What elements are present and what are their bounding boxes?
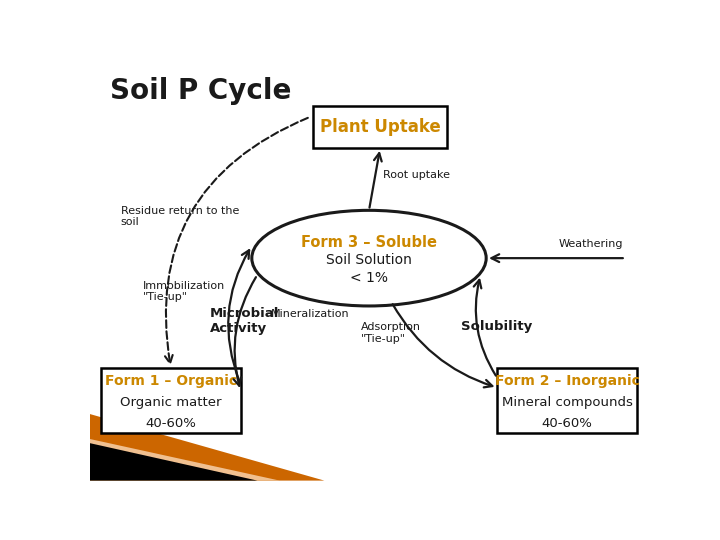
Text: Adsorption
"Tie-up": Adsorption "Tie-up" bbox=[361, 322, 420, 344]
Ellipse shape bbox=[252, 210, 486, 306]
Text: Soil Solution: Soil Solution bbox=[326, 253, 412, 267]
FancyBboxPatch shape bbox=[313, 106, 447, 148]
Text: Weathering: Weathering bbox=[559, 239, 624, 248]
Text: 40-60%: 40-60% bbox=[541, 417, 593, 430]
Text: Immobilization
"Tie-up": Immobilization "Tie-up" bbox=[143, 281, 225, 302]
Text: Mineral compounds: Mineral compounds bbox=[502, 396, 633, 409]
Text: Root uptake: Root uptake bbox=[383, 170, 450, 180]
Text: Form 1 – Organic: Form 1 – Organic bbox=[105, 374, 237, 388]
Text: Residue return to the
soil: Residue return to the soil bbox=[121, 206, 239, 227]
Polygon shape bbox=[90, 443, 258, 481]
Text: Organic matter: Organic matter bbox=[120, 396, 222, 409]
Text: Solubility: Solubility bbox=[461, 320, 532, 333]
FancyBboxPatch shape bbox=[101, 368, 240, 433]
Text: Microbial
Activity: Microbial Activity bbox=[210, 307, 279, 334]
Text: 40-60%: 40-60% bbox=[145, 417, 197, 430]
Polygon shape bbox=[90, 414, 324, 481]
Text: Plant Uptake: Plant Uptake bbox=[320, 118, 441, 136]
FancyBboxPatch shape bbox=[498, 368, 637, 433]
Text: Form 3 – Soluble: Form 3 – Soluble bbox=[301, 235, 437, 250]
Polygon shape bbox=[90, 439, 280, 481]
Text: < 1%: < 1% bbox=[350, 271, 388, 285]
Text: Soil P Cycle: Soil P Cycle bbox=[109, 77, 291, 105]
Text: Mineralization: Mineralization bbox=[271, 309, 350, 319]
Text: Form 2 – Inorganic: Form 2 – Inorganic bbox=[495, 374, 639, 388]
